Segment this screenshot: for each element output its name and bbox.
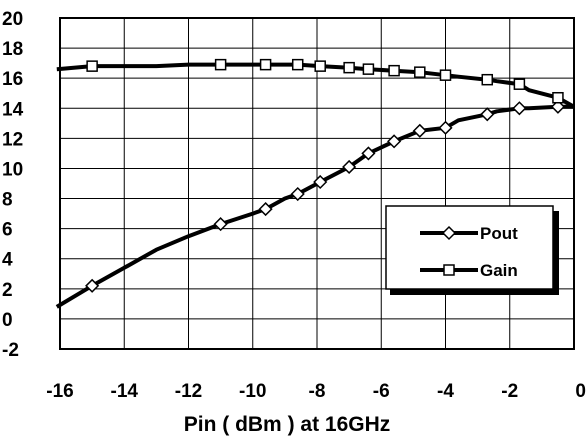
x-tick-label: -2 (501, 381, 518, 402)
x-tick-label: -4 (437, 381, 454, 402)
gain-point (86, 60, 98, 72)
x-tick-label: -14 (111, 381, 139, 402)
gain-point (259, 58, 272, 71)
pout-point (313, 174, 328, 190)
y-tick-label: 4 (2, 250, 13, 271)
gain-point (552, 91, 564, 104)
y-tick-label: 8 (2, 190, 13, 211)
x-tick-label: -6 (373, 381, 390, 402)
y-tick-label: 0 (2, 310, 13, 331)
pout-point (480, 107, 495, 122)
gain-point (343, 61, 355, 74)
pout-point (550, 99, 565, 114)
y-tick-label: 2 (2, 280, 13, 301)
y-tick-label: 16 (2, 69, 23, 90)
gain-point (481, 73, 494, 86)
legend-gain-square-icon (443, 264, 455, 276)
pout-point (85, 278, 100, 293)
x-axis-label: Pin ( dBm ) at 16GHz (184, 413, 391, 436)
pout-point (438, 120, 453, 135)
x-tick-label: -16 (46, 381, 73, 402)
pout-point (387, 134, 402, 149)
gain-point (214, 58, 227, 71)
legend-pout-diamond-icon (441, 225, 457, 241)
y-tick-label: 10 (2, 159, 23, 180)
y-tick-label: 14 (2, 99, 24, 120)
series-markers (85, 58, 565, 293)
gain-point (414, 66, 426, 78)
pout-point (512, 101, 527, 116)
x-tick-label: -10 (239, 381, 266, 402)
pout-point (290, 186, 305, 202)
pout-point (361, 146, 376, 161)
y-tick-label: 12 (2, 129, 23, 150)
pout-point (258, 202, 273, 217)
x-tick-label: 0 (575, 381, 586, 402)
plot-frame (59, 17, 575, 350)
gain-point (388, 64, 400, 77)
x-axis-ticks: -16 -14 -12 -10 -8 -6 -4 -2 0 (46, 381, 586, 402)
x-tick-label: -8 (309, 381, 326, 402)
legend: Pout Gain (385, 205, 559, 295)
legend-gain-label: Gain (480, 261, 518, 280)
x-tick-label: -12 (175, 381, 202, 402)
pout-point (412, 123, 427, 138)
gain-point (291, 58, 304, 71)
gain-point (314, 60, 326, 72)
y-tick-label: 6 (2, 220, 13, 241)
legend-box (385, 205, 554, 290)
gain-point (513, 78, 526, 90)
y-tick-label: 20 (2, 9, 23, 30)
pout-point (342, 159, 357, 175)
legend-pout-label: Pout (480, 224, 518, 243)
gain-point (362, 63, 375, 75)
y-tick-label: 18 (2, 39, 23, 60)
y-tick-label: -2 (2, 340, 19, 361)
pout-point (213, 217, 228, 232)
gain-point (439, 69, 452, 81)
